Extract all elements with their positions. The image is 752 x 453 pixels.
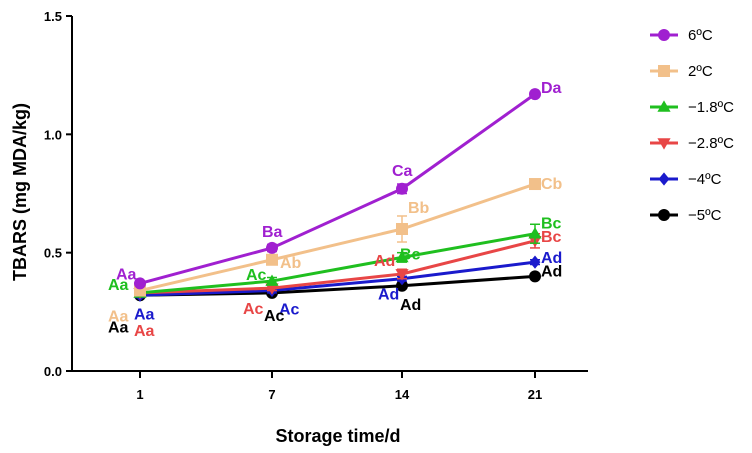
data-point [395,250,409,263]
series-line [139,92,536,285]
legend-label: 2ºC [688,63,713,80]
legend: 6ºC 2ºC −1.8ºC −2.8ºC −4ºC −5ºC [650,27,734,224]
series-0 [134,88,541,290]
significance-label: Ad [541,250,562,267]
data-point [396,223,408,235]
x-tick-label: 7 [268,387,275,402]
series-line [139,239,536,295]
series-line [139,182,536,292]
y-tick-label: 0.5 [44,246,62,261]
significance-label: Bb [408,200,430,217]
x-tick-label: 1 [136,387,143,402]
series-2 [133,223,542,298]
legend-item-3: −2.8ºC [650,135,734,152]
legend-item-0: 6ºC [650,27,713,44]
y-axis-title: TBARS (mg MDA/kg) [10,103,30,281]
legend-label: 6ºC [688,27,713,44]
series-line [139,232,536,295]
y-tick-label: 1.0 [44,127,62,142]
series-line [139,260,536,297]
legend-label: −5ºC [688,207,722,224]
y-tick-label: 0.0 [44,364,62,379]
legend-marker [657,100,671,112]
plot-area [133,88,542,302]
data-point [529,255,541,269]
data-point [266,241,278,254]
significance-label: Aa [134,306,155,323]
legend-item-4: −4ºC [650,171,722,188]
legend-marker [658,209,670,221]
x-ticks: 1 7 14 21 [136,371,542,402]
data-point [396,182,408,195]
significance-label: Ab [280,255,302,272]
data-point [265,283,279,295]
y-ticks: 0.0 0.5 1.0 1.5 [44,9,72,379]
data-point [529,178,541,191]
data-point [266,253,278,266]
significance-label: Bc [541,216,562,233]
significance-label: Cb [541,176,563,193]
legend-label: −1.8ºC [688,99,734,116]
significance-label: Da [541,80,562,97]
axes: 0.0 0.5 1.0 1.5 1 7 14 21 TBARS (mg MDA/kg) St… [10,9,588,446]
y-tick-label: 1.5 [44,9,62,24]
data-point [395,269,409,281]
legend-marker [658,65,670,77]
significance-label: Aa [108,277,129,294]
x-axis-title: Storage time/d [275,426,400,446]
significance-label: Bc [541,229,562,246]
significance-label: Ba [262,224,283,241]
significance-label: Aa [108,309,129,326]
legend-item-5: −5ºC [650,207,722,224]
data-point [265,274,279,286]
significance-label: Ac [264,308,285,325]
legend-item-1: 2ºC [650,63,713,80]
significance-label: Ad [541,263,562,280]
legend-item-2: −1.8ºC [650,99,734,116]
legend-marker [658,29,670,41]
significance-label: Aa [134,323,155,340]
data-point [529,88,541,101]
data-point [396,279,408,292]
significance-label: Ad [374,253,395,270]
legend-label: −4ºC [688,171,722,188]
x-tick-label: 21 [528,387,542,402]
data-point [529,270,541,283]
significance-label: Ac [279,302,300,319]
significance-label: Ad [378,287,399,304]
significance-label: Ac [243,301,264,318]
data-point [134,277,146,290]
significance-label: Ad [400,297,421,314]
legend-marker [658,172,670,186]
significance-label: Ca [392,163,413,180]
significance-label: Ac [246,267,267,284]
data-point [528,227,542,239]
significance-label: Aa [116,266,137,283]
legend-marker [657,138,671,150]
significance-label: Bc [400,246,421,263]
significance-label: Aa [108,319,129,336]
legend-label: −2.8ºC [688,135,734,152]
x-tick-label: 14 [395,387,410,402]
